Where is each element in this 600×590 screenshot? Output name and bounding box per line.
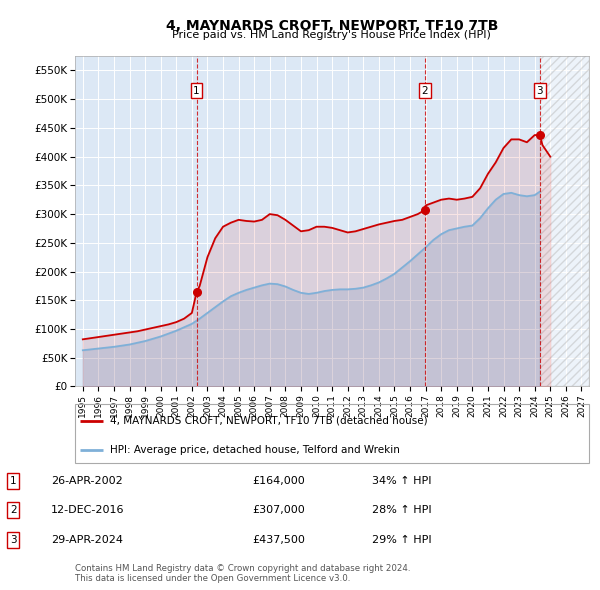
Text: 2: 2 [10,506,17,515]
Text: 1: 1 [10,476,17,486]
Text: 2: 2 [421,86,428,96]
Text: 1: 1 [193,86,200,96]
Bar [540,56,589,386]
Text: 26-APR-2002: 26-APR-2002 [51,476,123,486]
Text: 3: 3 [536,86,543,96]
Text: £164,000: £164,000 [252,476,305,486]
Text: 29% ↑ HPI: 29% ↑ HPI [372,535,431,545]
Text: 4, MAYNARDS CROFT, NEWPORT, TF10 7TB: 4, MAYNARDS CROFT, NEWPORT, TF10 7TB [166,19,498,33]
Text: £437,500: £437,500 [252,535,305,545]
Text: Price paid vs. HM Land Registry's House Price Index (HPI): Price paid vs. HM Land Registry's House … [172,30,491,40]
Text: £307,000: £307,000 [252,506,305,515]
Text: 29-APR-2024: 29-APR-2024 [51,535,123,545]
Text: Contains HM Land Registry data © Crown copyright and database right 2024.
This d: Contains HM Land Registry data © Crown c… [75,563,410,583]
Text: 3: 3 [10,535,17,545]
Text: 34% ↑ HPI: 34% ↑ HPI [372,476,431,486]
Text: 28% ↑ HPI: 28% ↑ HPI [372,506,431,515]
Text: 12-DEC-2016: 12-DEC-2016 [51,506,125,515]
Text: HPI: Average price, detached house, Telford and Wrekin: HPI: Average price, detached house, Telf… [110,445,400,455]
Text: 4, MAYNARDS CROFT, NEWPORT, TF10 7TB (detached house): 4, MAYNARDS CROFT, NEWPORT, TF10 7TB (de… [110,416,428,425]
